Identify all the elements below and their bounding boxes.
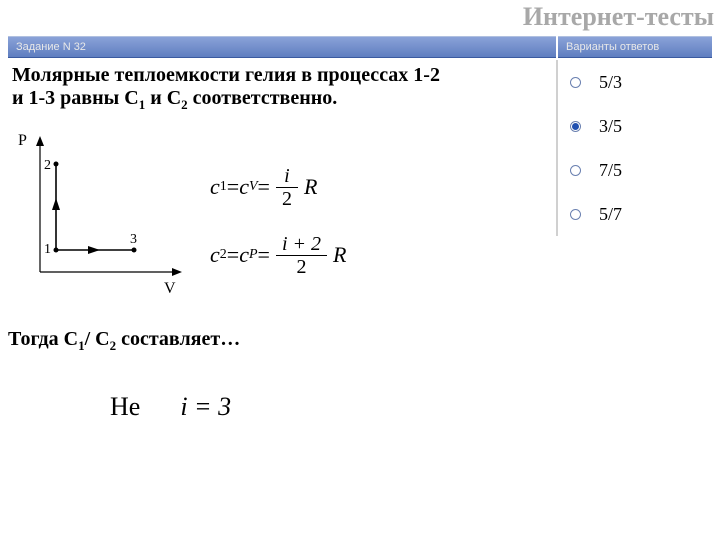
answer-label: 7/5 <box>599 160 622 181</box>
q-line2a: и 1-3 равны С <box>12 87 139 109</box>
c2: c <box>210 244 220 266</box>
radio-icon[interactable] <box>570 121 581 132</box>
q-line2b: и С <box>145 87 181 109</box>
radio-icon[interactable] <box>570 209 581 220</box>
answer-label: 5/7 <box>599 204 622 225</box>
radio-icon[interactable] <box>570 165 581 176</box>
q-line1: Молярные теплоемкости гелия в процессах … <box>12 64 440 86</box>
answer-option[interactable]: 3/5 <box>570 104 710 148</box>
conclusion: Тогда С1/ С2 составляет… <box>8 328 240 354</box>
frac2-num: i + 2 <box>276 233 327 255</box>
answers-label: Варианты ответов <box>558 36 712 58</box>
eq1b: = <box>258 176 270 198</box>
conc-c: составляет… <box>116 328 240 350</box>
c1: c <box>210 176 220 198</box>
R1: R <box>304 176 317 198</box>
formula-c1: c1 = cV = i 2 R <box>210 160 346 214</box>
header-bars: Задание N 32 Варианты ответов <box>8 36 712 58</box>
frac1-den: 2 <box>276 188 298 210</box>
graph-pt2: 2 <box>44 158 51 174</box>
answers-panel: 5/3 3/5 7/5 5/7 <box>556 60 710 236</box>
cp-sub: P <box>249 248 258 262</box>
page-title: Интернет-тесты <box>523 2 714 32</box>
task-label: Задание N 32 <box>8 36 556 58</box>
element-he: He <box>110 392 140 422</box>
conc-a: Тогда С <box>8 328 78 350</box>
eq1: = <box>227 176 239 198</box>
question-block: Молярные теплоемкости гелия в процессах … <box>8 60 560 117</box>
axis-v-label: V <box>164 280 176 298</box>
pv-graph: P V 1 2 3 <box>16 132 196 302</box>
cv-sub: V <box>249 180 258 194</box>
q-line2c: соответственно. <box>188 87 338 109</box>
eq2: = <box>227 244 239 266</box>
axis-p-label: P <box>18 132 27 150</box>
graph-pt3: 3 <box>130 232 137 248</box>
answer-option[interactable]: 5/3 <box>570 60 710 104</box>
graph-pt1: 1 <box>44 242 51 258</box>
eq2b: = <box>258 244 270 266</box>
formula-c2: c2 = cP = i + 2 2 R <box>210 228 346 282</box>
frac2: i + 2 2 <box>276 233 327 278</box>
c1-sub: 1 <box>220 180 227 194</box>
question-text: Молярные теплоемкости гелия в процессах … <box>12 64 556 113</box>
answer-label: 5/3 <box>599 72 622 93</box>
answer-label: 3/5 <box>599 116 622 137</box>
conc-b: / С <box>85 328 110 350</box>
frac1: i 2 <box>276 165 298 210</box>
extra-notes: He i = 3 <box>110 392 231 422</box>
answer-option[interactable]: 5/7 <box>570 192 710 236</box>
formulas: c1 = cV = i 2 R c2 = cP = i + 2 2 R <box>210 160 346 296</box>
frac1-num: i <box>278 165 296 187</box>
cv: c <box>239 176 249 198</box>
frac2-den: 2 <box>290 256 312 278</box>
cp: c <box>239 244 249 266</box>
c2-sub: 2 <box>220 248 227 262</box>
i-eq: i = 3 <box>180 392 231 422</box>
R2: R <box>333 244 346 266</box>
radio-icon[interactable] <box>570 77 581 88</box>
answer-option[interactable]: 7/5 <box>570 148 710 192</box>
